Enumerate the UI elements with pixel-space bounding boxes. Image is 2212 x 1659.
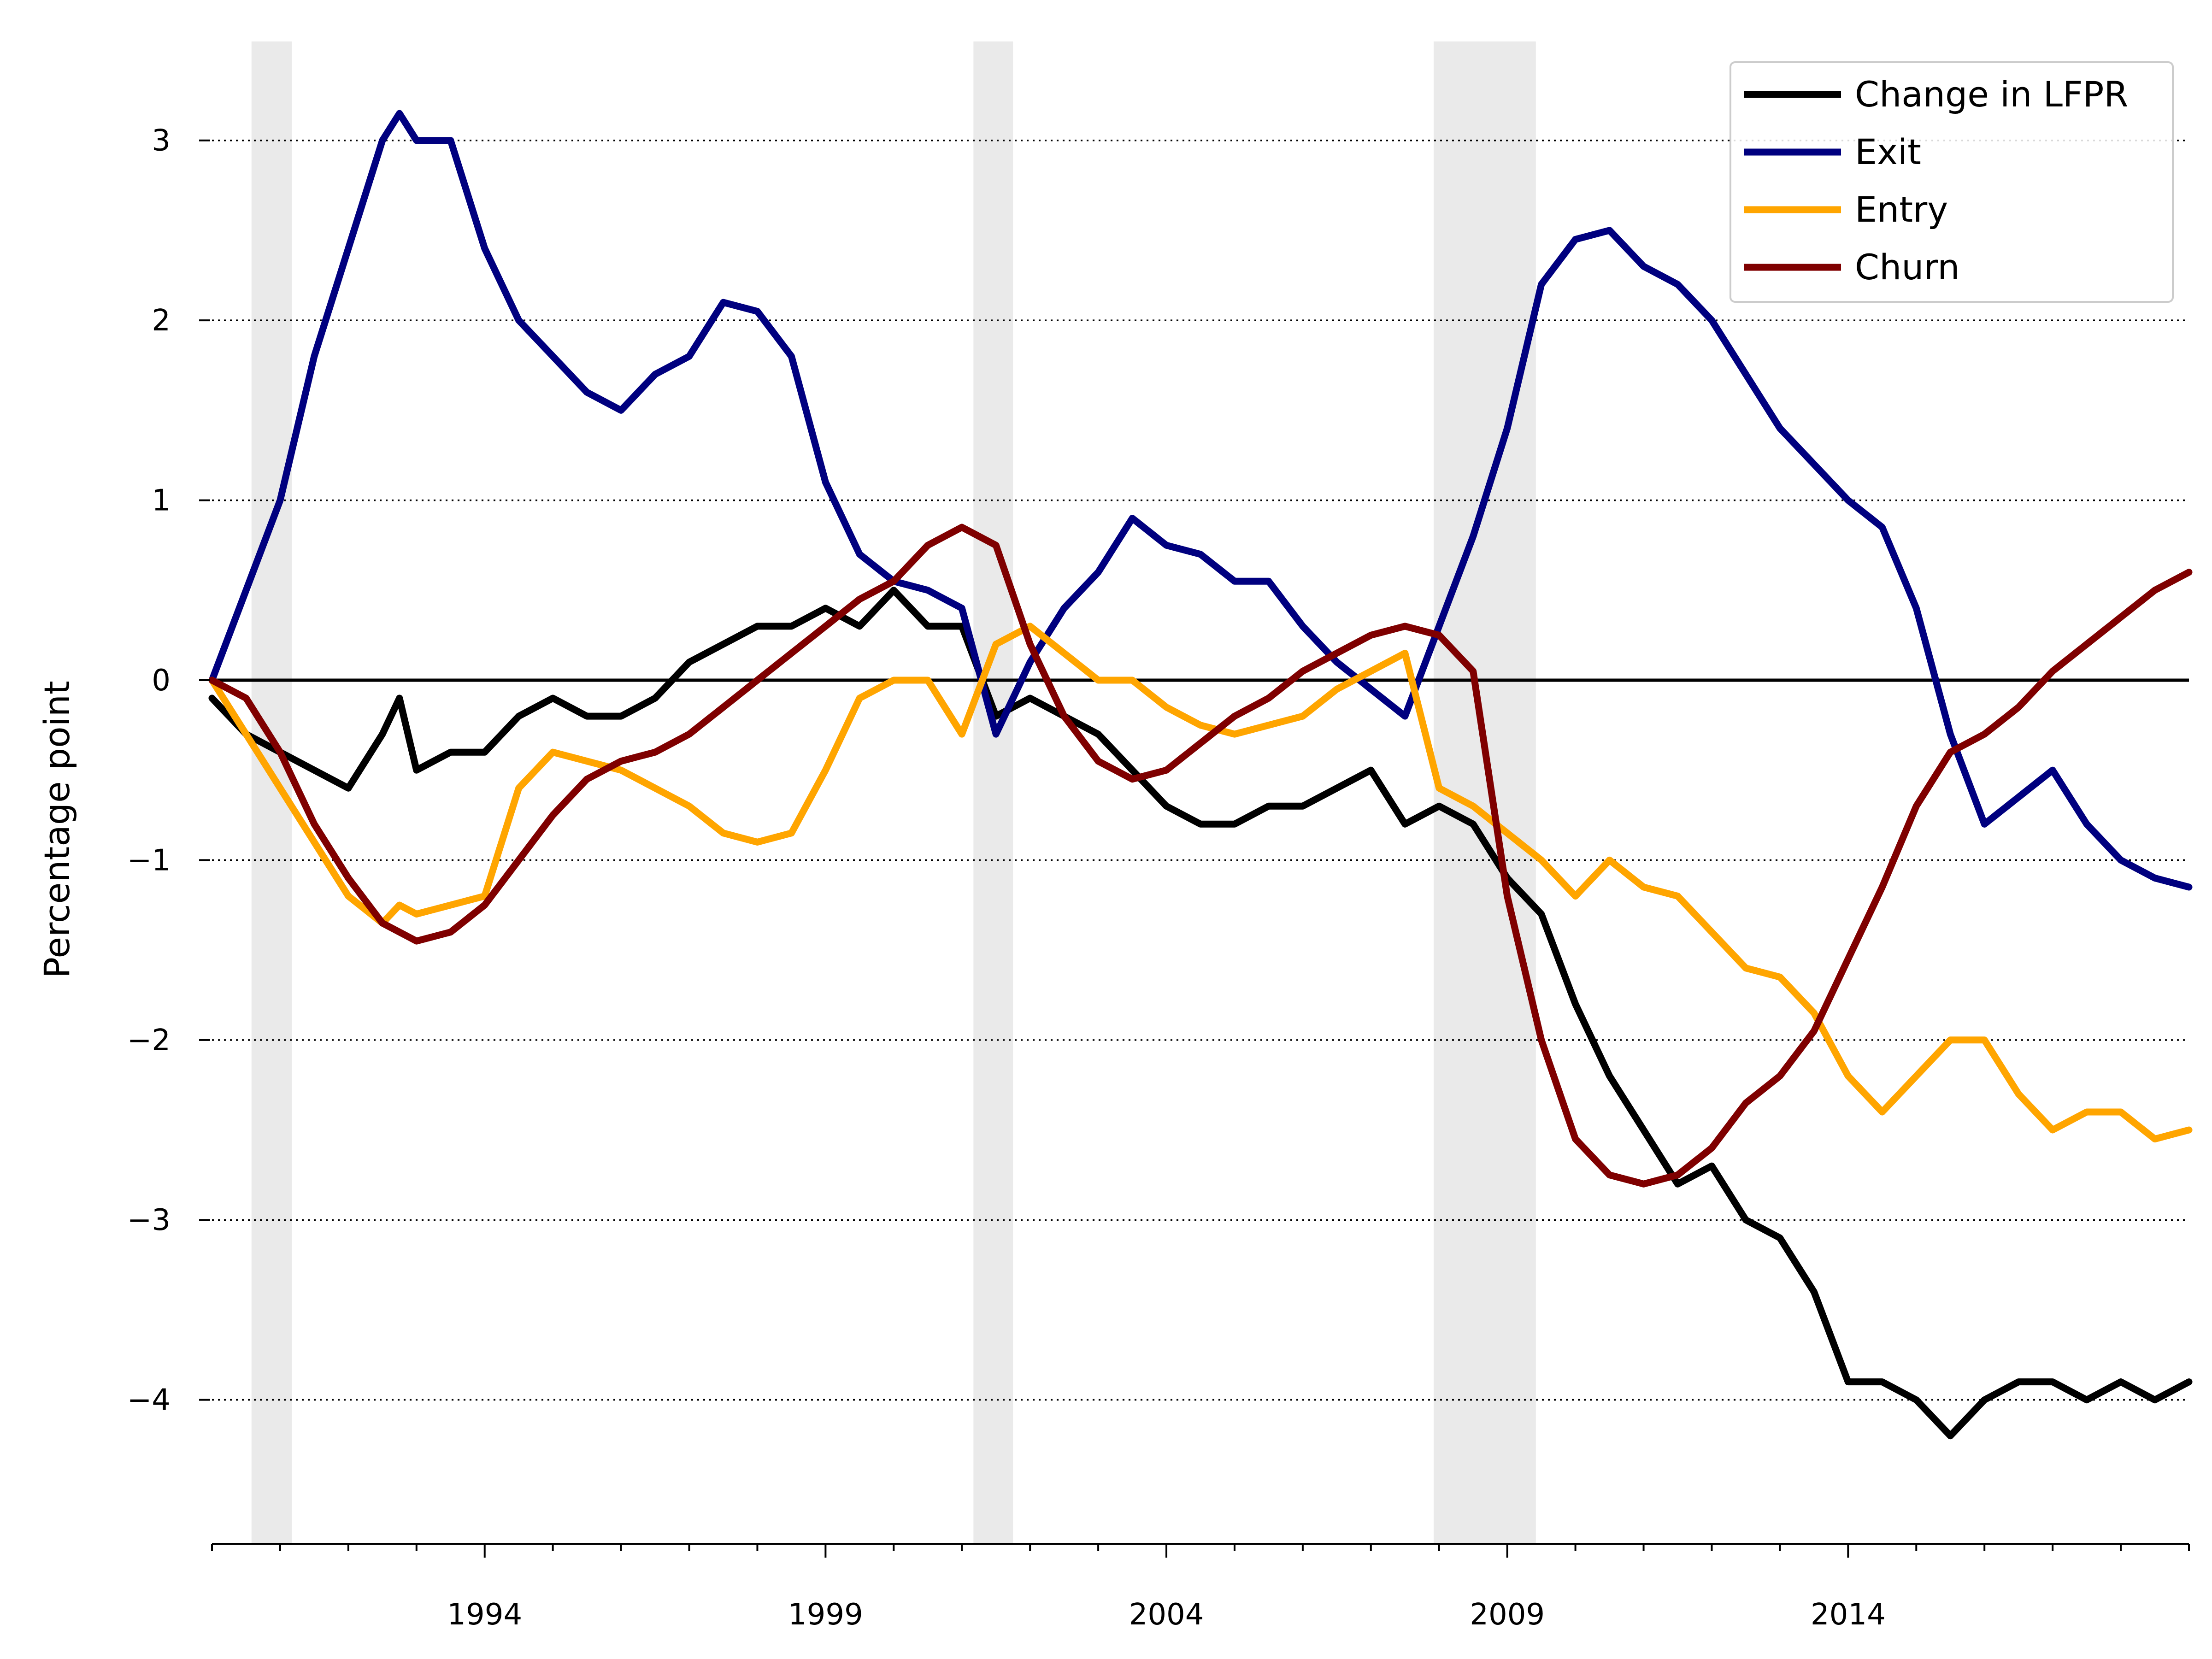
y-tick-label-1: 2 [152,304,171,338]
x-tick-label-1: 1999 [788,1598,863,1632]
series-line-exit [208,110,2193,891]
legend: Change in LFPR Exit Entry Churn [1730,61,2174,303]
legend-label-churn: Churn [1855,247,1959,288]
x-tick-label-4: 2014 [1811,1598,1886,1632]
x-tick-label-3: 2009 [1470,1598,1545,1632]
y-tick-label-0: 3 [152,124,171,158]
y-tick-label-5: −2 [127,1024,171,1058]
legend-label-exit: Exit [1855,131,1921,172]
series-line-entry [208,623,2193,1143]
y-tick-label-7: −4 [127,1383,171,1418]
x-axis: 1994 1999 2004 2009 2014 [211,1543,2190,1632]
y-tick-label-2: 1 [152,484,171,518]
legend-label-change-in-lfpr: Change in LFPR [1855,74,2128,115]
series-line-change-in-lfpr [208,587,2193,1440]
y-tick-label-6: −3 [127,1203,171,1237]
recession-band-1 [973,41,1013,1544]
series-lines [208,110,2193,1440]
legend-box [1730,61,2174,303]
x-tick-label-0: 1994 [447,1598,522,1632]
y-tick-label-4: −1 [127,843,171,877]
x-tick-label-2: 2004 [1129,1598,1204,1632]
y-tick-label-3: 0 [152,664,171,698]
y-axis: 3 2 1 0 −1 −2 −3 −4 [127,124,210,1418]
legend-label-entry: Entry [1855,189,1948,230]
y-axis-title: Percentage point [36,681,77,978]
series-line-churn [208,524,2193,1188]
